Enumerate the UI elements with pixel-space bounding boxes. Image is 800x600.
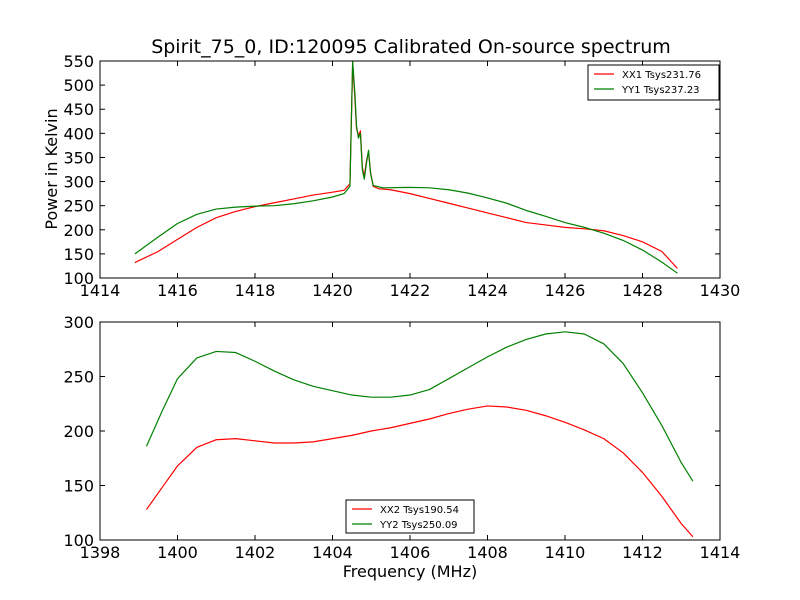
bottom-x-axis-label: Frequency (MHz) <box>343 562 477 581</box>
bottom-x-tick-label: 1404 <box>312 543 353 562</box>
top-spectrum-chart: Spirit_75_0, ID:120095 Calibrated On-sou… <box>42 36 740 300</box>
top-legend-label-xx1: XX1 Tsys231.76 <box>622 70 701 81</box>
top-legend-box <box>587 64 720 101</box>
top-y-axis-label: Power in Kelvin <box>42 108 61 229</box>
top-y-tick-label: 300 <box>63 173 94 192</box>
top-x-tick-label: 1428 <box>622 281 663 300</box>
top-y-tick-label: 350 <box>63 148 94 167</box>
bottom-plot-lines <box>145 331 694 538</box>
top-x-tick-label: 1430 <box>700 281 741 300</box>
bottom-series-line-xx <box>146 405 694 538</box>
top-y-tick-label: 200 <box>63 221 94 240</box>
top-legend: XX1 Tsys231.76 YY1 Tsys237.23 <box>587 64 720 101</box>
top-chart-title: Spirit_75_0, ID:120095 Calibrated On-sou… <box>151 36 671 58</box>
top-y-tick-label: 550 <box>63 52 94 71</box>
top-plot-lines <box>134 60 678 274</box>
bottom-x-tick-label: 1406 <box>390 543 431 562</box>
top-y-tick-label: 400 <box>63 124 94 143</box>
bottom-legend-box <box>345 499 475 534</box>
bottom-x-tick-label: 1398 <box>80 543 121 562</box>
bottom-spectrum-chart: Frequency (MHz) 1398 1400 1402 1404 1406 1408… <box>63 313 740 581</box>
top-x-tick-label: 1422 <box>390 281 431 300</box>
bottom-x-tick-label: 1412 <box>622 543 663 562</box>
top-axis-ticks: 1414 1416 1418 1420 1422 1424 1426 1428 1430 100 1… <box>63 52 740 300</box>
top-legend-label-yy1: YY1 Tsys237.23 <box>621 85 700 96</box>
bottom-y-tick-label: 200 <box>63 422 94 441</box>
top-y-tick-label: 450 <box>63 100 94 119</box>
bottom-x-tick-label: 1402 <box>235 543 276 562</box>
bottom-x-tick-label: 1410 <box>545 543 586 562</box>
bottom-y-tick-label: 150 <box>63 477 94 496</box>
top-series-line-yy <box>134 60 678 274</box>
top-x-tick-label: 1424 <box>467 281 508 300</box>
top-y-tick-label: 250 <box>63 197 94 216</box>
bottom-legend-label-yy2: YY2 Tsys250.09 <box>379 520 458 531</box>
bottom-x-tick-label: 1408 <box>467 543 508 562</box>
top-x-tick-label: 1426 <box>545 281 586 300</box>
top-x-tick-label: 1418 <box>235 281 276 300</box>
bottom-series-line-yy <box>145 331 694 482</box>
top-y-tick-label: 500 <box>63 76 94 95</box>
bottom-y-tick-label: 250 <box>63 368 94 387</box>
bottom-legend-label-xx2: XX2 Tsys190.54 <box>380 505 459 516</box>
top-y-tick-label: 150 <box>63 245 94 264</box>
bottom-x-tick-label: 1400 <box>157 543 198 562</box>
top-y-tick-label: 100 <box>63 269 94 288</box>
bottom-y-tick-label: 100 <box>63 531 94 550</box>
bottom-y-tick-label: 300 <box>63 313 94 332</box>
top-x-tick-label: 1414 <box>80 281 121 300</box>
bottom-axis-ticks: 1398 1400 1402 1404 1406 1408 1410 1412 1414 100 1… <box>63 313 740 562</box>
top-x-tick-label: 1420 <box>312 281 353 300</box>
bottom-x-tick-label: 1414 <box>700 543 741 562</box>
top-x-tick-label: 1416 <box>157 281 198 300</box>
bottom-legend: XX2 Tsys190.54 YY2 Tsys250.09 <box>345 499 475 534</box>
